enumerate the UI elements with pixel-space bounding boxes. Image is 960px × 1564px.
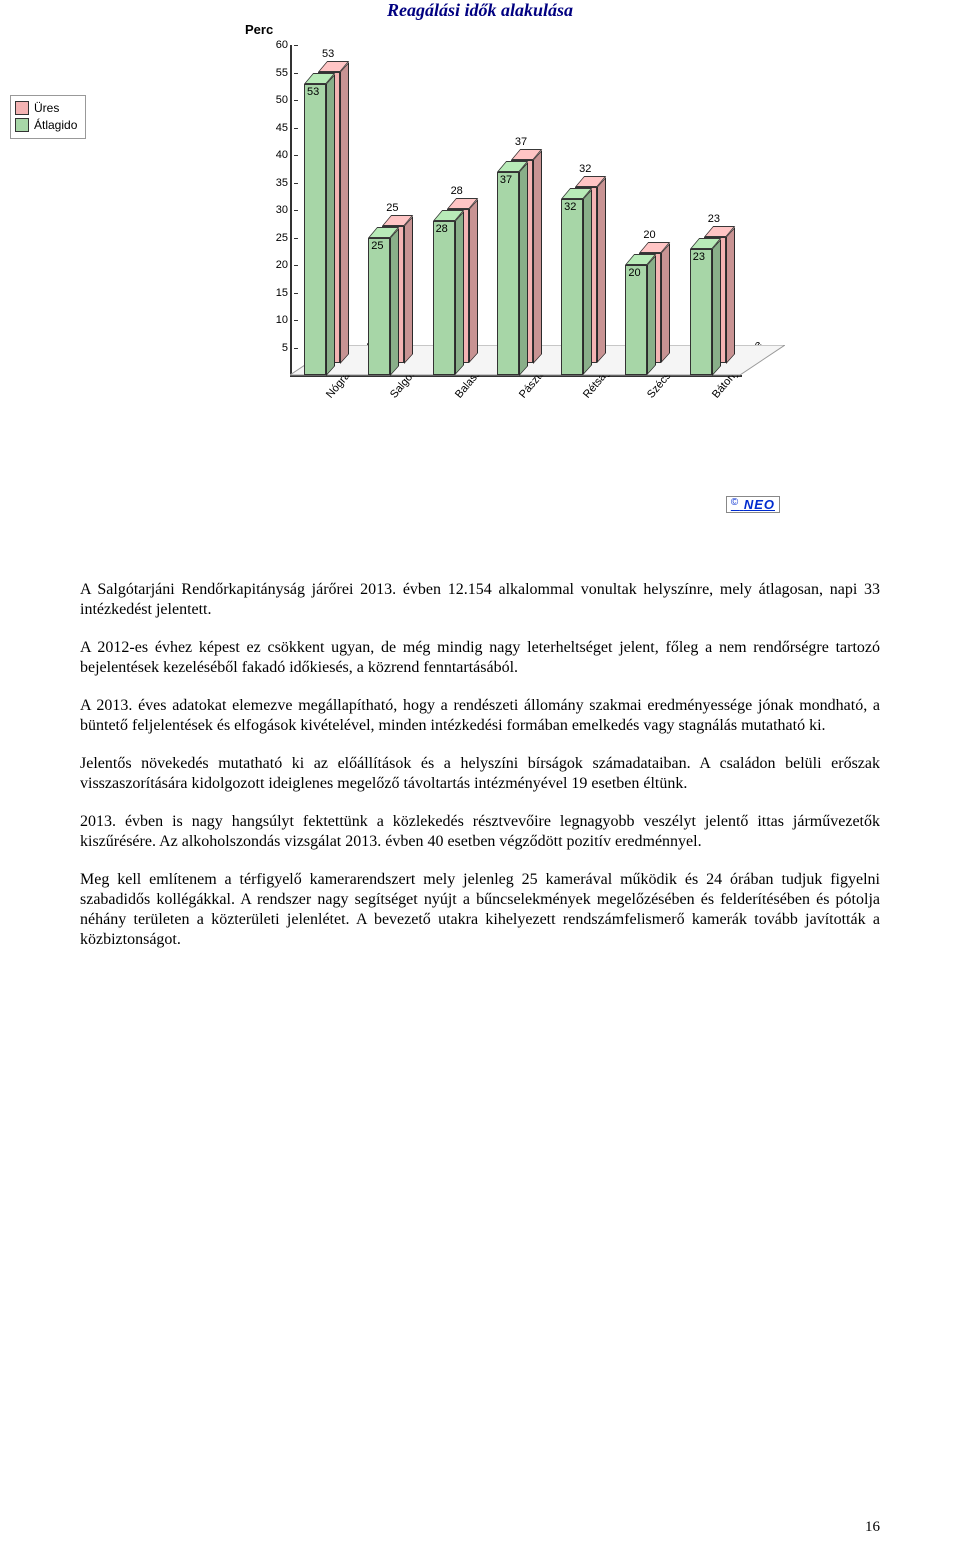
- legend-swatch-atlagido: [15, 118, 29, 132]
- paragraph: A Salgótarjáni Rendőrkapitányság járőrei…: [80, 580, 880, 620]
- y-tick-label: 30: [276, 204, 292, 216]
- bar-value-label: 25: [371, 240, 383, 252]
- bar-value-label: 20: [628, 267, 640, 279]
- y-tick-label: 25: [276, 232, 292, 244]
- paragraph: A 2012-es évhez képest ez csökkent ugyan…: [80, 638, 880, 678]
- chart-title: Reagálási idők alakulása: [80, 0, 880, 21]
- bar-top-label: 23: [708, 213, 720, 225]
- plot-area: 51015202530354045505560NógrádMRFK535353S…: [290, 45, 742, 377]
- bar-top-label: 32: [579, 163, 591, 175]
- bar-value-label: 28: [436, 223, 448, 235]
- y-tick-label: 20: [276, 259, 292, 271]
- bar-value-label: 23: [693, 251, 705, 263]
- paragraph: Jelentős növekedés mutatható ki az előál…: [80, 754, 880, 794]
- paragraph: A 2013. éves adatokat elemezve megállapí…: [80, 696, 880, 736]
- chart-source-badge: © NEO: [726, 496, 780, 513]
- legend-label: Üres: [34, 100, 59, 117]
- chart-figure: Reagálási idők alakulása Perc Üres Átlag…: [80, 0, 880, 560]
- chart-legend: Üres Átlagido: [10, 95, 86, 139]
- y-tick-label: 40: [276, 149, 292, 161]
- page: Reagálási idők alakulása Perc Üres Átlag…: [0, 0, 960, 1564]
- y-tick-label: 35: [276, 177, 292, 189]
- legend-item: Üres: [15, 100, 77, 117]
- bar-value-label: 32: [564, 201, 576, 213]
- bar-top-label: 28: [451, 185, 463, 197]
- y-tick-label: 50: [276, 94, 292, 106]
- bar-top-label: 20: [643, 229, 655, 241]
- bar-top-label: 25: [386, 202, 398, 214]
- legend-item: Átlagido: [15, 117, 77, 134]
- y-tick-label: 15: [276, 287, 292, 299]
- bar-value-label: 37: [500, 174, 512, 186]
- y-tick-label: 55: [276, 67, 292, 79]
- paragraph: 2013. évben is nagy hangsúlyt fektettünk…: [80, 812, 880, 852]
- y-tick-label: 45: [276, 122, 292, 134]
- legend-label: Átlagido: [34, 117, 77, 134]
- bar-top-label: 37: [515, 136, 527, 148]
- bar-top-label: 53: [322, 48, 334, 60]
- y-tick-label: 60: [276, 39, 292, 51]
- chart-area: 51015202530354045505560NógrádMRFK535353S…: [250, 35, 790, 525]
- legend-swatch-ures: [15, 101, 29, 115]
- y-tick-label: 5: [282, 342, 292, 354]
- badge-text: NEO: [744, 497, 775, 512]
- copyright-icon: ©: [731, 497, 739, 508]
- bar-value-label: 53: [307, 86, 319, 98]
- y-tick-label: 10: [276, 314, 292, 326]
- page-number: 16: [865, 1519, 880, 1536]
- paragraph: Meg kell említenem a térfigyelő kamerare…: [80, 870, 880, 950]
